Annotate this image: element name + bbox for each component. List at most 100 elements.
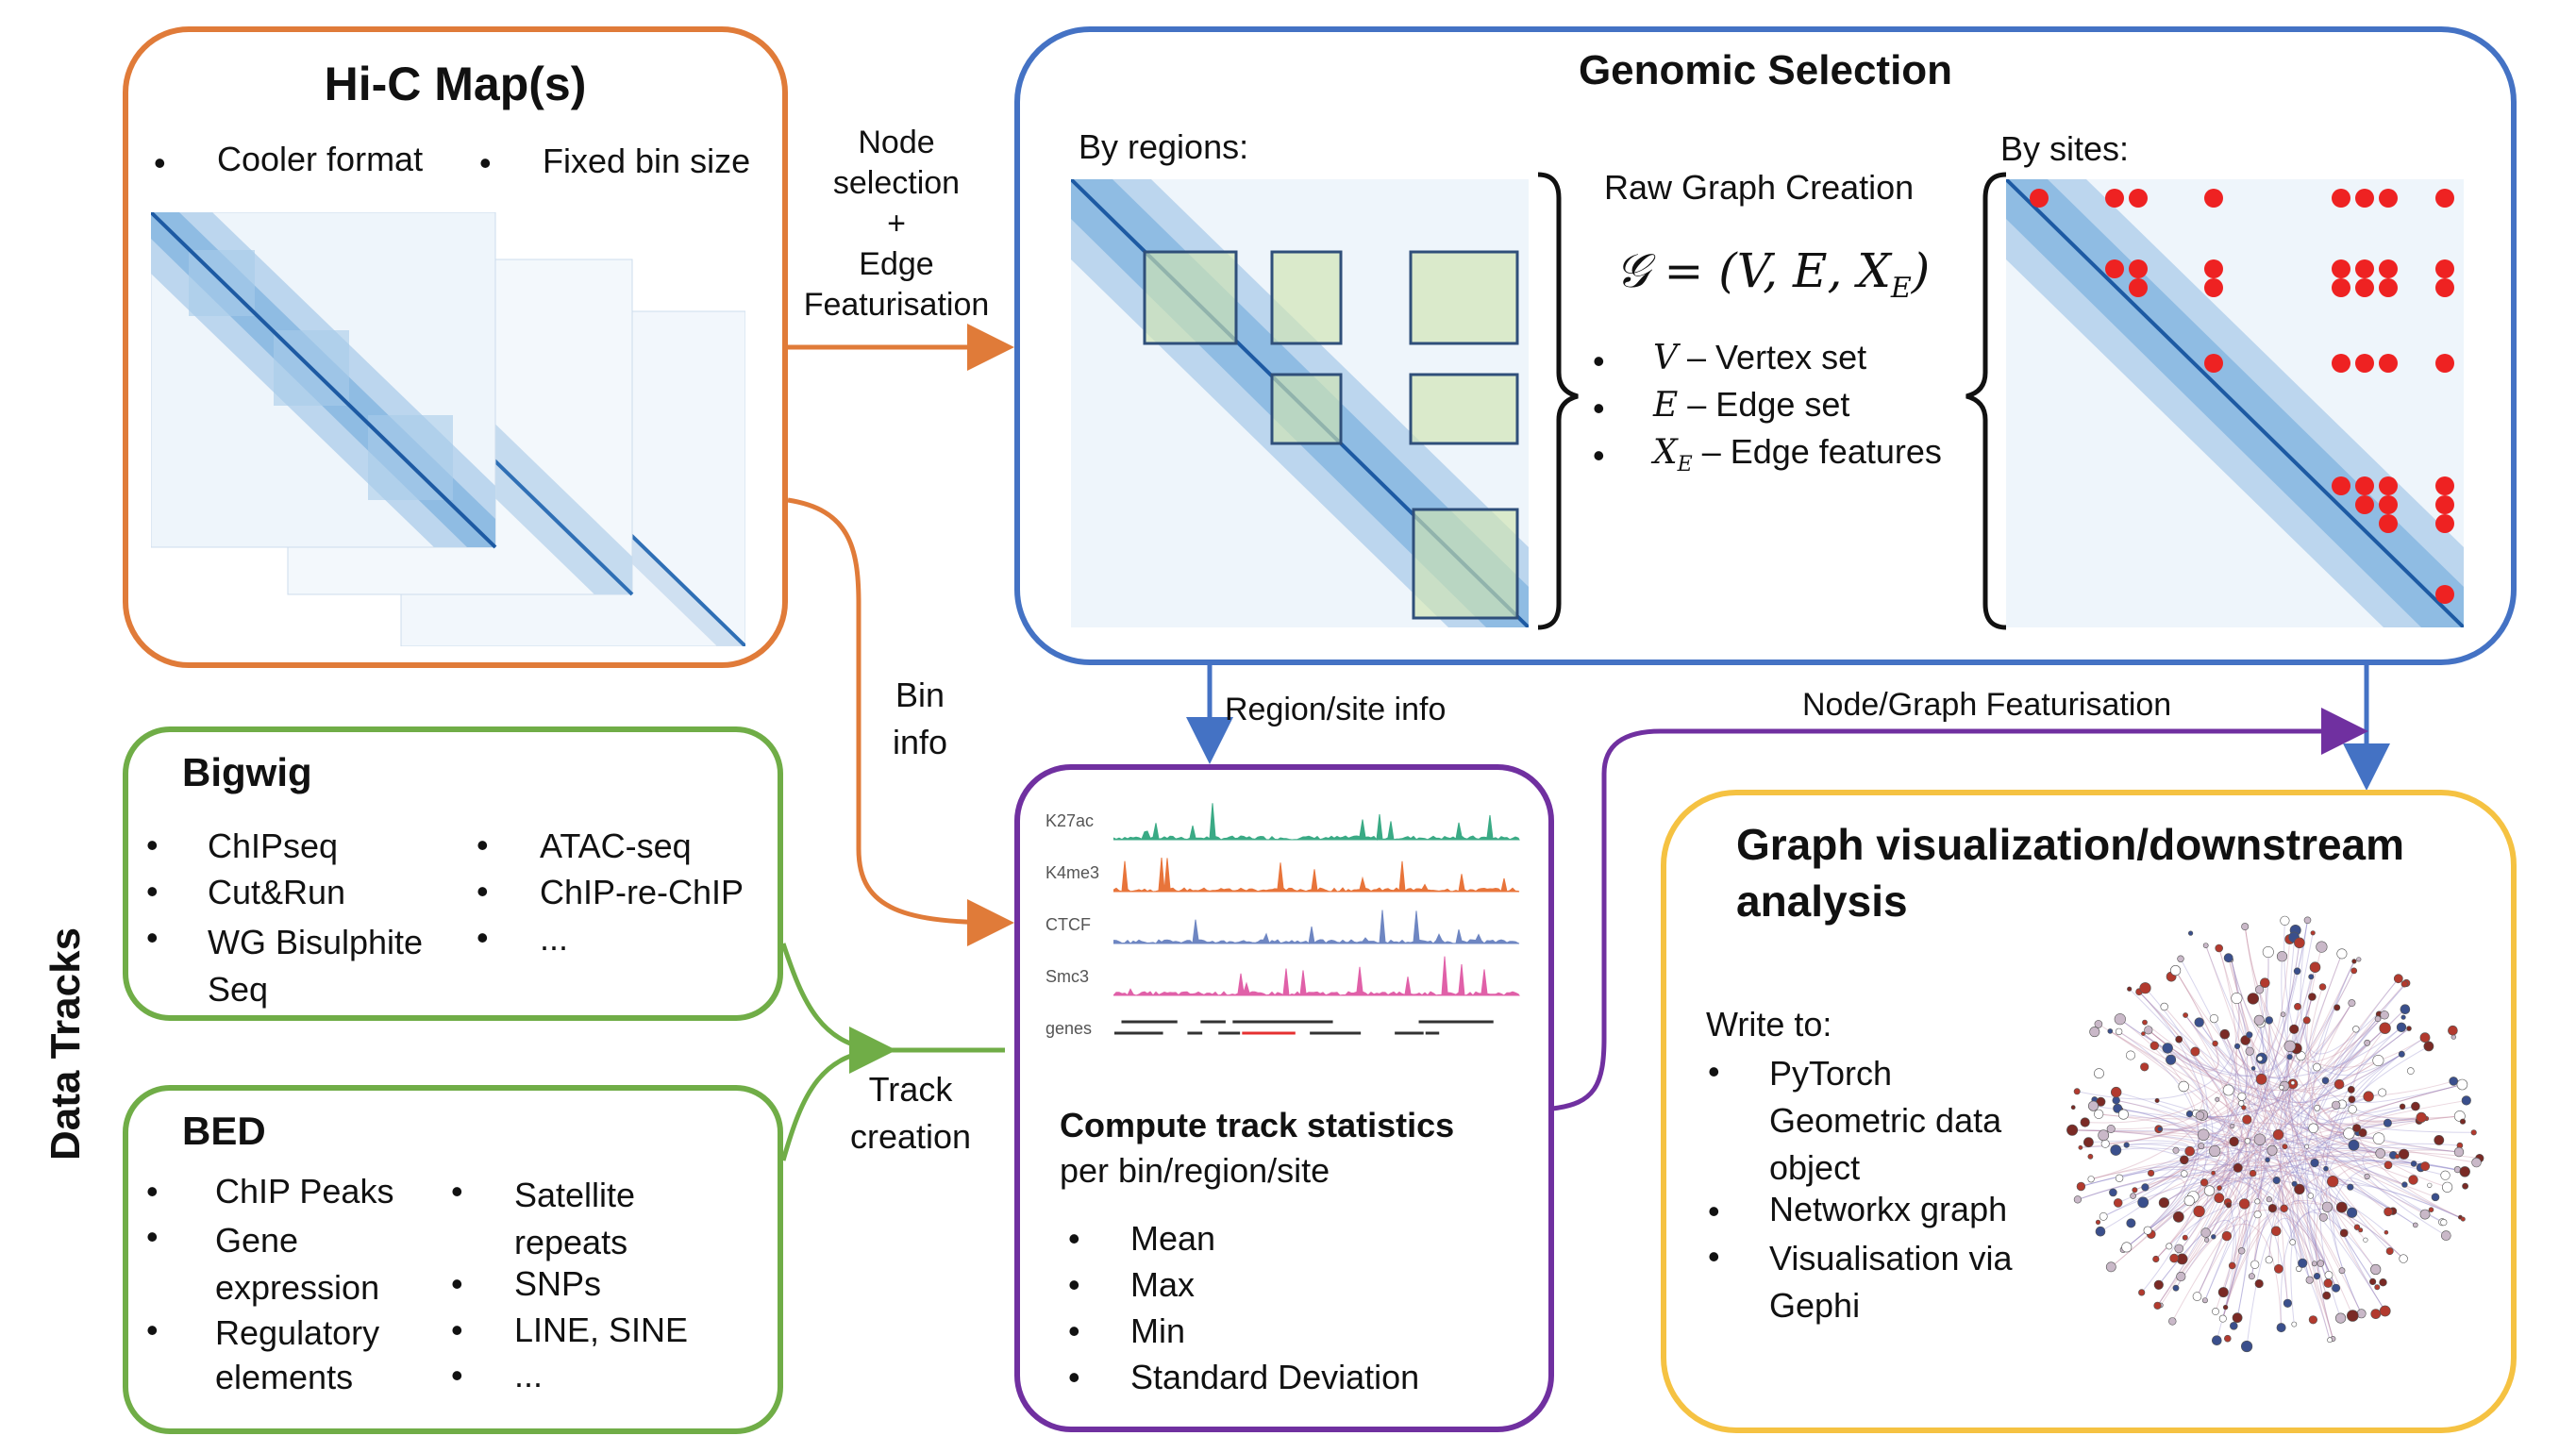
network-node — [2224, 1334, 2232, 1343]
graphviz-bullet-2: • — [1708, 1192, 1720, 1230]
network-node — [2408, 1175, 2418, 1185]
network-edge — [2246, 1217, 2317, 1347]
network-node — [2279, 1084, 2284, 1091]
network-node — [2434, 1134, 2445, 1145]
track-label-k27ac: K27ac — [1045, 811, 1095, 830]
hic-bullet-2: • — [479, 143, 492, 182]
network-edge — [2116, 1147, 2311, 1280]
network-node — [2094, 1020, 2103, 1028]
edge-symbol: E — [1653, 386, 1679, 425]
network-node — [2204, 1237, 2210, 1243]
network-node — [2307, 1193, 2314, 1199]
bed-gene-expression: Gene expression — [215, 1221, 380, 1307]
network-node — [2169, 1253, 2179, 1263]
network-node — [2222, 1084, 2234, 1096]
network-edge — [2237, 1160, 2261, 1277]
network-node — [2294, 1183, 2305, 1195]
network-edge — [2158, 1220, 2236, 1341]
network-node — [2190, 1046, 2200, 1057]
network-node — [2406, 1026, 2412, 1031]
network-edge — [2268, 977, 2400, 1261]
network-edge — [2261, 1078, 2474, 1133]
network-node — [2178, 1080, 2189, 1093]
track-signal — [1113, 858, 1520, 893]
network-edge — [2182, 1014, 2230, 1260]
network-edge — [2164, 1164, 2312, 1204]
network-node — [2370, 1263, 2382, 1276]
graph-item-bullet-3: • — [1593, 436, 1605, 475]
track-label-smc3: Smc3 — [1045, 967, 1090, 986]
network-edge — [2164, 1006, 2363, 1314]
network-node — [2255, 985, 2265, 994]
bigwig-more: ... — [540, 919, 569, 958]
stats-bullet-4: • — [1068, 1358, 1080, 1396]
network-edge — [2280, 1208, 2404, 1328]
by-sites-label: By sites: — [2000, 129, 2130, 168]
network-edge — [2072, 1129, 2417, 1226]
site-dot — [2435, 278, 2454, 297]
network-edge — [2252, 1014, 2385, 1174]
network-node — [2223, 953, 2233, 963]
network-node — [2283, 1040, 2296, 1053]
region-box — [1409, 373, 1519, 445]
bed-bullet-l3: • — [146, 1311, 159, 1349]
network-node — [2144, 1026, 2153, 1035]
network-graph-image — [2066, 915, 2484, 1353]
network-node — [2080, 1117, 2090, 1127]
network-node — [2219, 1028, 2231, 1040]
network-edge — [2357, 1084, 2463, 1123]
site-dot — [2332, 259, 2350, 278]
network-node — [2324, 1270, 2333, 1279]
site-dot — [2379, 514, 2398, 533]
label-node-selection-line4: Edge — [859, 246, 934, 282]
network-edge — [2292, 1109, 2353, 1269]
network-edge — [2099, 1082, 2294, 1120]
network-node — [2291, 1180, 2298, 1187]
network-node — [2166, 1243, 2173, 1250]
network-edge — [2202, 1114, 2466, 1173]
network-node — [2241, 1340, 2253, 1353]
bed-chip-peaks: ChIP Peaks — [215, 1172, 394, 1211]
track-statistics-box — [1014, 764, 1554, 1432]
network-edge — [2129, 988, 2256, 1174]
network-edge — [2312, 1002, 2352, 1134]
bigwig-chipseq: ChIPseq — [208, 827, 339, 865]
network-edge — [2099, 1113, 2230, 1174]
network-node — [2212, 1335, 2222, 1346]
network-node — [2265, 1157, 2270, 1162]
network-node — [2272, 1176, 2281, 1184]
network-node — [2157, 1127, 2163, 1132]
network-node — [2198, 1143, 2205, 1150]
bed-bullet-r3: • — [451, 1311, 463, 1349]
network-node — [2244, 1138, 2251, 1144]
network-edge — [2291, 1055, 2329, 1284]
network-node — [2336, 948, 2348, 960]
track-label-ctcf: CTCF — [1045, 915, 1091, 934]
network-node — [2400, 1014, 2406, 1020]
bigwig-bullet-l3: • — [146, 918, 159, 957]
site-dot — [2379, 278, 2398, 297]
network-edge — [2109, 1030, 2414, 1180]
network-node — [2294, 1003, 2301, 1010]
network-edge — [2138, 991, 2343, 1110]
network-edge — [2241, 1028, 2357, 1107]
bed-regulatory-elements: Regulatory elements — [215, 1313, 380, 1396]
network-node — [2183, 1195, 2195, 1207]
bigwig-box — [123, 726, 783, 1021]
network-edge — [2279, 1184, 2288, 1304]
stat-max: Max — [1130, 1265, 1196, 1304]
network-edge — [2126, 1083, 2294, 1248]
label-bin-info-line1: Bin — [895, 676, 945, 714]
network-node — [2363, 1237, 2368, 1243]
network-edge — [2287, 1045, 2404, 1155]
network-node — [2420, 1161, 2431, 1172]
network-edge — [2216, 1098, 2249, 1308]
network-node — [2242, 1114, 2252, 1125]
edge-text: – Edge set — [1678, 385, 1850, 424]
network-node — [2154, 1098, 2160, 1104]
network-edge — [2159, 1045, 2247, 1130]
site-dot — [2105, 259, 2124, 278]
network-edge — [2289, 1083, 2377, 1270]
network-node — [2393, 974, 2403, 984]
site-dot — [2355, 189, 2374, 208]
